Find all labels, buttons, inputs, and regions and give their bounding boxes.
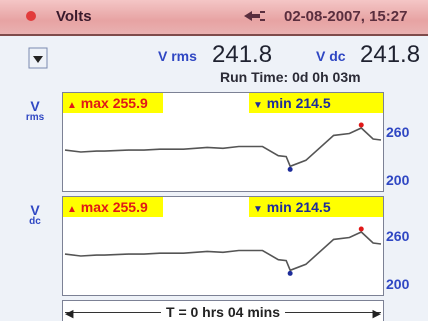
time-scale-label: T = 0 hrs 04 mins (161, 304, 285, 320)
plot2-axis-label-top: V (30, 202, 40, 218)
plot1-min-value: min 214.5 (266, 95, 331, 111)
vrms-value: 241.8 (212, 41, 273, 68)
plot2-ytick-low: 200 (386, 276, 410, 292)
plot2-axis-label: V dc (20, 202, 50, 228)
max-marker (358, 226, 364, 232)
vrms-label: V rms (158, 48, 197, 64)
series-line (64, 127, 382, 168)
plot1-max-highlight: ▲ max 255.9 (63, 93, 163, 113)
plot1-axis-label-bottom: rms (25, 112, 45, 123)
plot2-max-arrow-icon: ▲ (67, 204, 77, 215)
plot2-axis-label-bottom: dc (29, 216, 41, 227)
plot1-ytick-high: 260 (386, 124, 410, 140)
plot2-min-arrow-icon: ▼ (253, 204, 263, 215)
plot2-trace-svg (64, 226, 382, 276)
time-scale-right-arrow-icon: ▶ (372, 308, 381, 320)
title-bar: Volts 02-08-2007, 15:27 (0, 0, 428, 36)
plot1-trace-svg (64, 122, 382, 172)
plot1-min-arrow-icon: ▼ (253, 100, 263, 111)
time-scale-left-arrow-icon: ◀ (65, 308, 74, 320)
series-line (64, 231, 382, 272)
max-marker (358, 122, 364, 128)
plot1-max-value: max 255.9 (80, 95, 148, 111)
run-time: Run Time: 0d 0h 03m (220, 69, 361, 85)
vdc-label: V dc (316, 48, 346, 64)
mains-plug-icon (244, 11, 265, 21)
time-scale-bar: ◀ ▶ T = 0 hrs 04 mins (62, 300, 384, 321)
date-time: 02-08-2007, 15:27 (284, 8, 408, 25)
record-indicator-icon (26, 11, 36, 21)
plot1-ytick-low: 200 (386, 172, 410, 188)
vdc-value: 241.8 (360, 41, 421, 68)
vrms-trend-plot[interactable]: ▲ max 255.9 ▼ min 214.5 (62, 92, 384, 192)
mode-label: Volts (56, 8, 92, 25)
plot2-max-value: max 255.9 (80, 199, 148, 215)
dropdown-menu-icon[interactable] (28, 46, 48, 70)
vdc-trend-plot[interactable]: ▲ max 255.9 ▼ min 214.5 (62, 196, 384, 296)
plot1-axis-label-top: V (30, 98, 40, 114)
plot1-axis-label: V rms (20, 98, 50, 124)
plot1-min-highlight: ▼ min 214.5 (249, 93, 383, 113)
plot2-min-value: min 214.5 (266, 199, 331, 215)
plot2-ytick-high: 260 (386, 228, 410, 244)
plot1-max-arrow-icon: ▲ (67, 100, 77, 111)
plot2-min-highlight: ▼ min 214.5 (249, 197, 383, 217)
min-marker (287, 166, 293, 172)
min-marker (287, 270, 293, 276)
plot2-max-highlight: ▲ max 255.9 (63, 197, 163, 217)
